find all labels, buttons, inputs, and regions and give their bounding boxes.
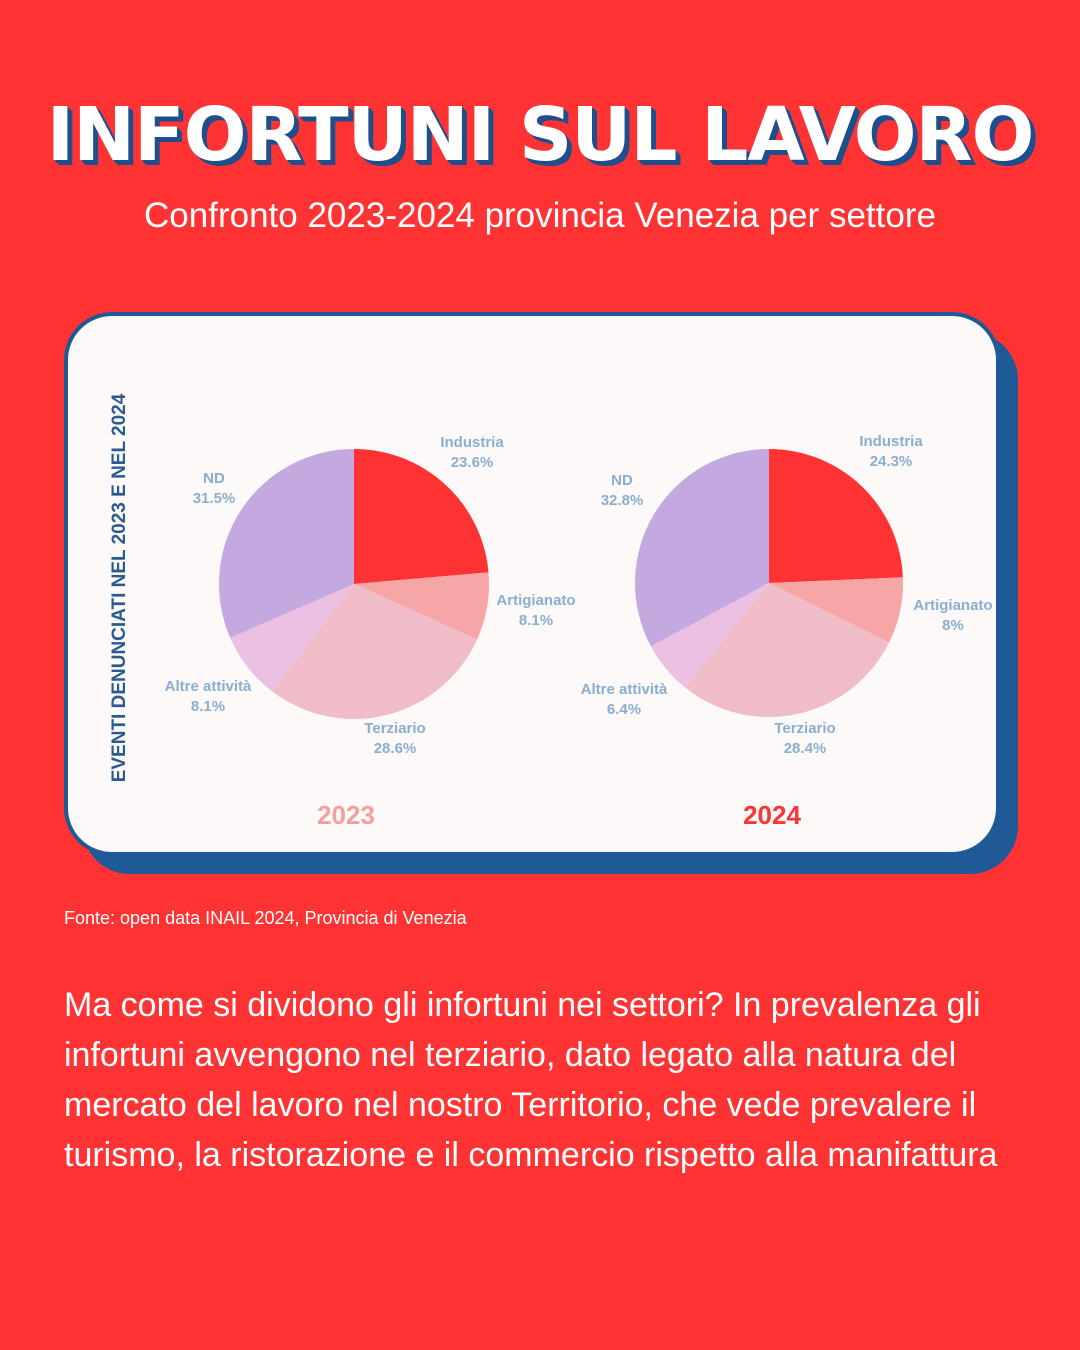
year-label-2024: 2024 [743,800,801,830]
year-label-2023: 2023 [317,800,375,830]
slice-value-label: 28.4% [784,740,827,757]
pie-slice-2024-artigianato [769,577,904,643]
slice-name-label: Altre attività [165,678,252,695]
slice-value-label: 6.4% [607,701,641,718]
slice-name-label: Artigianato [913,597,992,614]
pie-slice-2024-altre-attivit [650,583,769,688]
slice-value-label: 8.1% [191,698,225,715]
slice-name-label: Artigianato [496,592,575,609]
slice-value-label: 32.8% [601,492,644,509]
page-subtitle: Confronto 2023-2024 provincia Venezia pe… [144,196,936,235]
slice-name-label: Industria [440,434,504,451]
slice-value-label: 31.5% [193,490,236,507]
slice-value-label: 8.1% [519,612,553,629]
pie-chart-2023: Industria 23.6% Artigianato 8.1% Terziario 28… [165,434,576,830]
slice-name-label: ND [611,472,633,489]
pie-slice-2023-terziario [272,584,478,719]
body-paragraph: Ma come si dividono gli infortuni nei se… [64,986,998,1174]
slice-value-label: 28.6% [374,740,417,757]
source-note: Fonte: open data INAIL 2024, Provincia d… [64,908,467,928]
slice-name-label: Terziario [364,720,425,737]
pie-slice-2023-artigianato [354,572,490,640]
pie-slice-2023-altre-attivit [230,584,354,692]
slice-name-label: Industria [859,433,923,450]
slice-name-label: Altre attività [581,681,668,698]
slice-value-label: 24.3% [870,453,913,470]
pie-slice-2024-nd [634,449,769,647]
pie-slice-2023-nd [219,449,354,638]
slice-name-label: Terziario [774,720,835,737]
slice-value-label: 8% [942,617,964,634]
pie-chart-2024: Industria 24.3% Artigianato 8% Terziario 28.4… [581,433,993,830]
page-title: INFORTUNI SUL LAVORO [46,92,1035,178]
pie-slice-2024-terziario [685,583,890,717]
slice-value-label: 23.6% [451,454,494,471]
pie-slice-2023-industria [354,449,489,584]
pie-slice-2024-industria [769,449,903,583]
slice-name-label: ND [203,470,225,487]
